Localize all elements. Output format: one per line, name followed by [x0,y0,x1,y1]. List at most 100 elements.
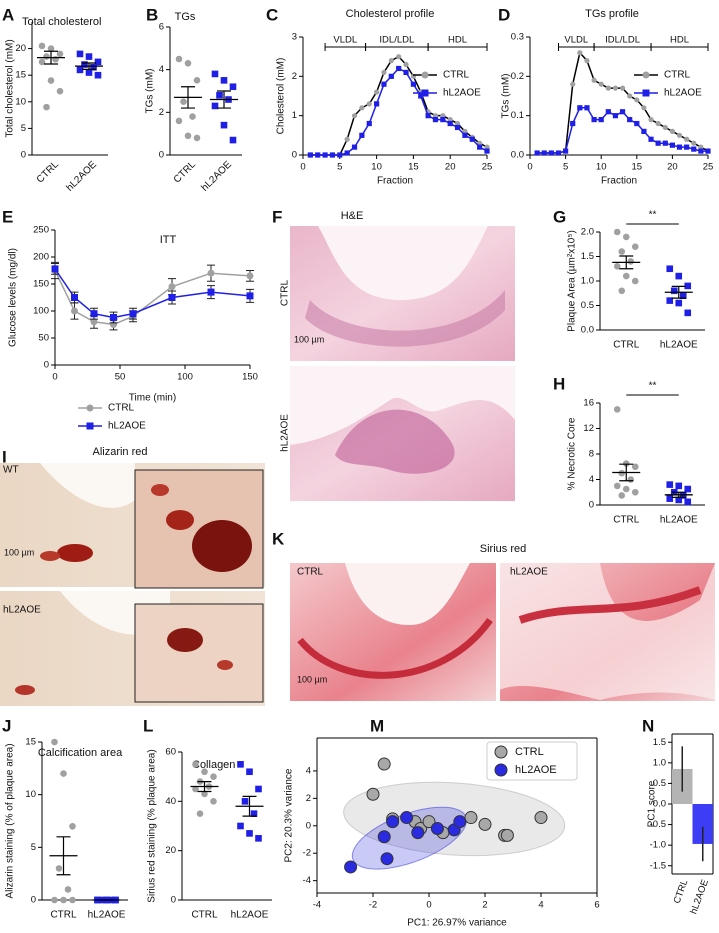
data-point [388,73,394,79]
x-tick-label: CTRL [50,910,77,921]
data-point [612,113,619,119]
y-axis-label: Sirius red staining (% plaque area) [147,749,158,902]
data-point [129,310,137,318]
x-tick-label: CTRL [613,515,640,526]
y-tick-label: 0 [306,820,311,831]
data-point [591,117,597,123]
chart-title: TGs profile [585,8,639,20]
y-axis-label: Alizarin staining (% of plaque area) [5,743,16,898]
data-point [469,136,475,142]
y-tick-label: 4 [306,765,311,776]
sem-bar [197,781,212,793]
bar [692,804,713,844]
data-point [584,58,590,64]
data-point [386,815,400,829]
data-point [69,822,76,830]
data-point [56,50,64,58]
data-point [563,148,569,154]
data-point [43,103,50,111]
chart-title: Collagen [192,759,235,771]
data-point [453,815,467,829]
data-point [627,476,635,483]
y-tick-label: -2 [303,848,311,859]
y-tick-label: 0 [31,895,36,906]
y-tick-label: 150 [33,279,49,290]
lumen [500,563,715,700]
y-axis-label: TGs (mM) [145,69,156,114]
data-point [684,485,692,493]
data-point [541,150,547,156]
data-point [201,768,208,776]
panel-letter: N [642,716,654,735]
data-point [634,97,640,103]
data-point [69,896,76,904]
panel-letter: I [2,447,7,466]
scale-bar-label: 100 µm [297,674,327,684]
x-tick-label: 25 [703,162,714,173]
region-bracket [427,43,488,51]
data-point [613,482,621,490]
data-point [410,81,416,87]
data-point [374,89,380,95]
y-axis-label: Total cholesterol (mM) [5,39,16,137]
y-axis-label: PC2: 20.3% variance [284,768,295,862]
data-point [229,83,237,91]
data-point [684,136,690,142]
data-point [618,287,626,295]
series-line [54,270,251,326]
data-point [192,785,199,793]
data-point [605,85,611,91]
data-point [220,121,228,129]
data-point [110,313,117,321]
data-point [237,822,244,830]
data-point [548,150,554,156]
data-point [359,105,365,111]
data-point [246,830,253,837]
data-point [168,283,176,291]
sem-bar [217,90,231,109]
data-point [315,152,321,158]
data-point [366,120,372,127]
data-point [619,109,626,115]
data-point [684,144,690,150]
y-tick-label: 0 [292,150,297,161]
data-point [675,496,683,504]
data-point [432,117,439,123]
region-label: IDL/LDL [605,35,640,46]
data-point [627,258,635,265]
x-tick-label: 150 [242,372,258,383]
data-point [403,69,409,75]
series-line [537,107,708,154]
sem-bar [82,62,96,70]
panel-letter: E [2,207,13,226]
data-point [90,318,98,326]
data-point [631,488,639,496]
y-tick-label: 250 [33,225,49,236]
panel-letter: J [2,716,11,735]
y-tick-label: 10 [15,96,26,107]
panel-letter: B [146,5,158,24]
data-point [618,492,626,499]
data-point [229,136,237,144]
region-label: HDL [670,35,689,46]
data-point [676,132,683,138]
calcification [40,551,60,561]
y-tick-label: 3 [292,32,297,43]
data-point [168,294,176,301]
y-tick-label: 0.0 [653,799,666,810]
x-tick-label: CTRL [35,159,62,186]
data-point [337,152,343,158]
lumen [290,366,515,445]
data-point [246,768,253,776]
x-tick-label: hL2AOE [660,340,698,351]
data-point [246,292,254,300]
legend-marker [642,89,650,97]
chart-title: Cholesterol profile [346,8,435,20]
legend-label: CTRL [443,70,470,81]
data-point [622,233,630,241]
y-tick-label: -0.5 [650,819,666,830]
x-tick-label: -4 [313,900,321,911]
image-label: hL2AOE [3,605,41,616]
data-point [400,811,414,825]
data-point [207,269,215,277]
